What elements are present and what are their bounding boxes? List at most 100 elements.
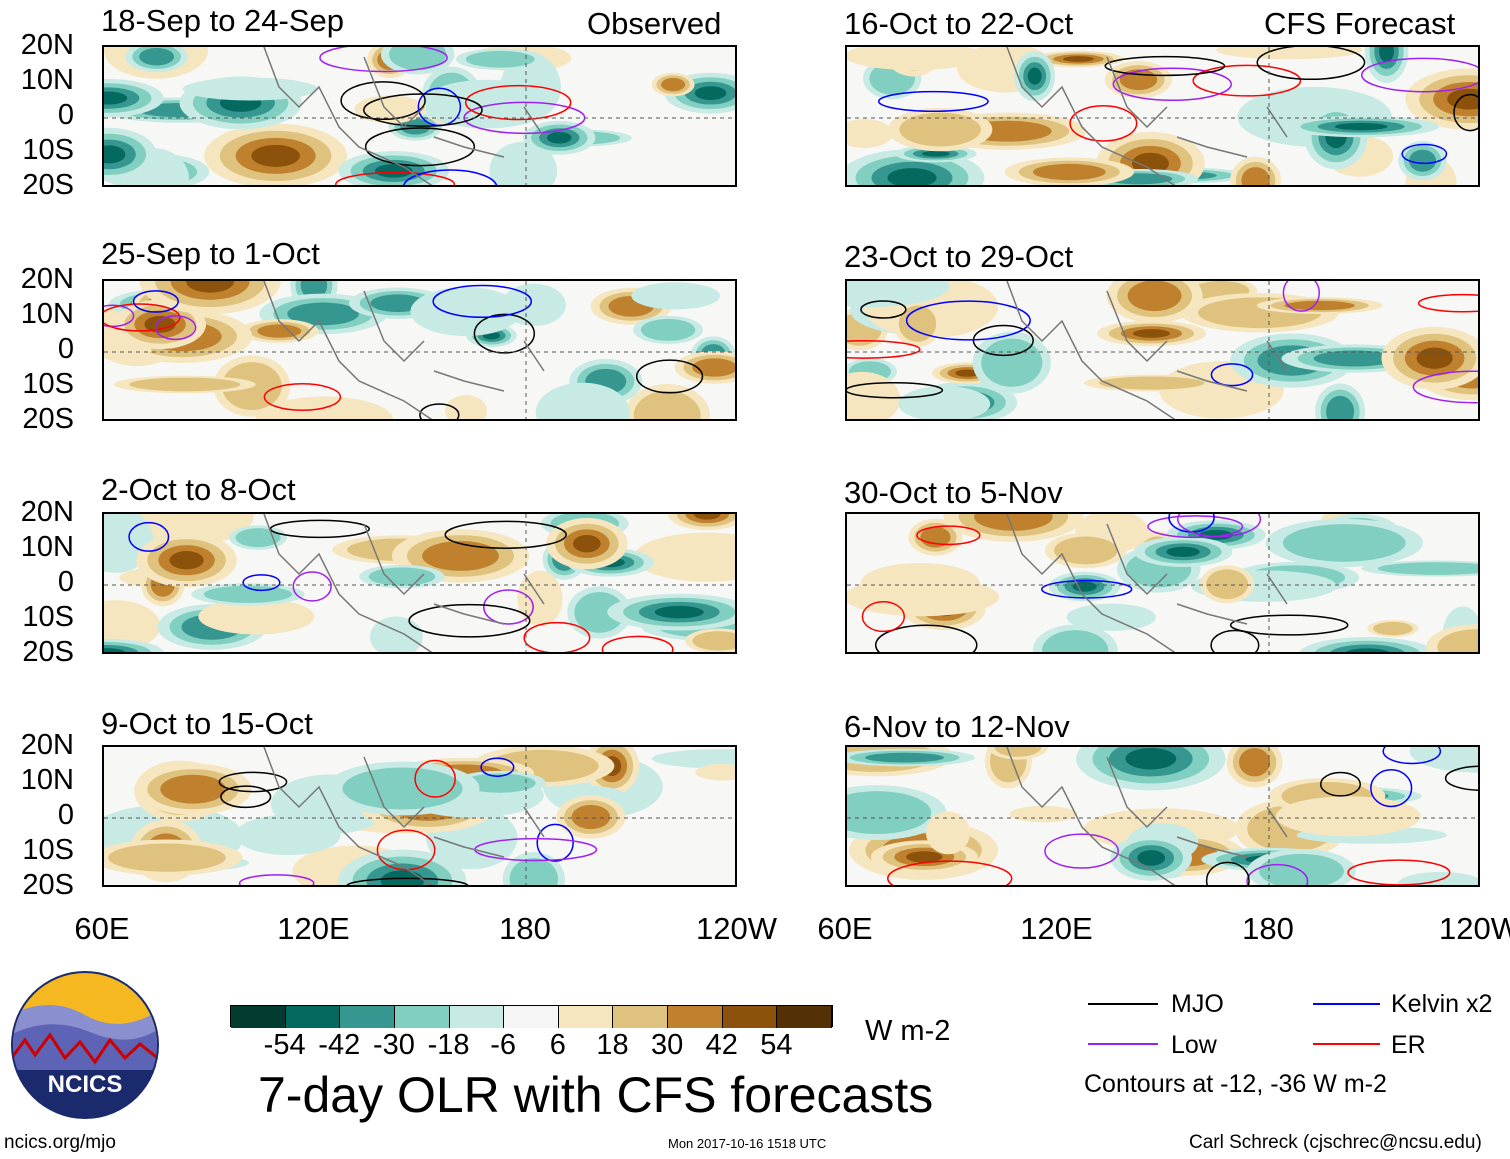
- olr-anomaly: [571, 804, 611, 830]
- olr-anomaly: [847, 791, 932, 834]
- colorbar: [230, 1005, 833, 1028]
- olr-anomaly: [906, 851, 943, 863]
- olr-anomaly: [257, 324, 302, 338]
- olr-anomaly: [1127, 281, 1182, 312]
- olr-anomaly: [1132, 329, 1171, 338]
- contour: [319, 47, 448, 73]
- olr-anomaly: [160, 774, 226, 804]
- colorbar-label: 18: [596, 1029, 629, 1061]
- contour: [1370, 769, 1413, 808]
- olr-anomaly: [198, 598, 315, 635]
- olr-anomaly: [692, 358, 735, 377]
- lon-label: 180: [1242, 911, 1294, 946]
- olr-anomaly: [1345, 648, 1389, 652]
- contour: [480, 757, 515, 777]
- colorbar-swatch: [394, 1006, 450, 1028]
- olr-anomaly: [368, 567, 436, 586]
- olr-anomaly: [1326, 395, 1355, 419]
- olr-anomaly: [1282, 524, 1406, 562]
- colorbar-swatch: [777, 1006, 832, 1028]
- panel-title: 6-Nov to 12-Nov: [844, 709, 1070, 744]
- panel-title: 25-Sep to 1-Oct: [101, 236, 320, 271]
- olr-anomaly: [847, 119, 893, 148]
- contour: [444, 520, 567, 549]
- olr-anomaly: [124, 514, 254, 546]
- contour: [403, 169, 498, 185]
- coastline: [1006, 281, 1288, 419]
- contour: [346, 877, 469, 885]
- olr-anomaly: [1063, 56, 1094, 62]
- olr-anomaly: [921, 150, 950, 157]
- contour: [847, 381, 944, 399]
- contour: [523, 621, 591, 652]
- contour: [1382, 747, 1442, 765]
- olr-anomaly: [1206, 569, 1249, 600]
- olr-anomaly: [899, 112, 981, 147]
- olr-anomaly: [633, 532, 735, 582]
- contour: [1210, 363, 1254, 387]
- olr-anomaly: [1032, 163, 1106, 181]
- olr-anomaly: [1241, 167, 1270, 185]
- olr-anomaly: [1131, 152, 1169, 175]
- olr-anomaly: [974, 514, 1053, 531]
- olr-anomaly: [342, 767, 463, 810]
- olr-anomaly: [694, 86, 727, 101]
- contour: [1444, 765, 1478, 791]
- coastline: [263, 514, 545, 652]
- panel-title: 30-Oct to 5-Nov: [844, 475, 1063, 510]
- olr-anomaly: [1099, 376, 1205, 390]
- olr-anomaly: [287, 302, 359, 326]
- olr-anomaly: [169, 551, 204, 570]
- olr-anomaly: [139, 47, 175, 66]
- colorbar-swatch: [722, 1006, 778, 1028]
- olr-anomaly: [1072, 581, 1097, 592]
- contour: [414, 759, 456, 798]
- olr-map-panel: [845, 45, 1480, 187]
- contour: [1256, 47, 1366, 81]
- colorbar-swatch: [449, 1006, 505, 1028]
- olr-anomaly: [1284, 300, 1355, 311]
- contour: [874, 624, 978, 652]
- olr-anomaly: [489, 141, 558, 185]
- olr-anomaly: [955, 369, 980, 377]
- olr-anomaly: [1437, 629, 1478, 652]
- contour: [154, 315, 197, 341]
- contour: [473, 313, 536, 354]
- lon-label: 60E: [817, 911, 873, 946]
- olr-anomaly: [887, 168, 937, 185]
- olr-anomaly: [1379, 47, 1394, 63]
- olr-anomaly: [661, 77, 686, 92]
- colorbar-swatch: [613, 1006, 669, 1028]
- colorbar-label: 6: [549, 1029, 566, 1061]
- olr-anomaly: [251, 144, 300, 167]
- olr-anomaly: [981, 338, 1043, 387]
- contour: [238, 874, 315, 885]
- olr-anomaly: [847, 371, 901, 419]
- lon-label: 120W: [1439, 911, 1510, 946]
- olr-anomaly: [1409, 747, 1478, 773]
- olr-anomaly: [651, 749, 735, 769]
- colorbar-label: -42: [318, 1029, 361, 1061]
- colorbar-label: 42: [705, 1029, 738, 1061]
- forecast-label: CFS Forecast: [1264, 6, 1456, 41]
- legend-low: Low: [1171, 1031, 1217, 1059]
- lat-label: 10N: [20, 531, 74, 563]
- olr-anomaly: [374, 164, 413, 178]
- olr-anomaly: [129, 377, 241, 392]
- contour: [1210, 629, 1260, 652]
- olr-anomaly: [444, 394, 488, 419]
- colorbar-swatch: [231, 1006, 286, 1028]
- lat-label: 10S: [22, 134, 74, 166]
- lat-label: 20N: [20, 29, 74, 61]
- panel-title: 2-Oct to 8-Oct: [101, 472, 296, 507]
- olr-anomaly: [1409, 149, 1437, 172]
- lat-label: 20N: [20, 263, 74, 295]
- olr-anomaly: [1137, 850, 1166, 866]
- coastline: [263, 47, 545, 185]
- lat-label: 20N: [20, 729, 74, 761]
- url-link[interactable]: ncics.org/mjo: [4, 1132, 116, 1153]
- contour: [847, 339, 921, 359]
- coastline: [263, 281, 545, 419]
- contour: [218, 771, 288, 793]
- olr-anomaly: [144, 315, 176, 333]
